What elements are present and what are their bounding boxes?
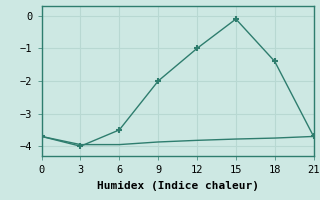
X-axis label: Humidex (Indice chaleur): Humidex (Indice chaleur): [97, 181, 259, 191]
